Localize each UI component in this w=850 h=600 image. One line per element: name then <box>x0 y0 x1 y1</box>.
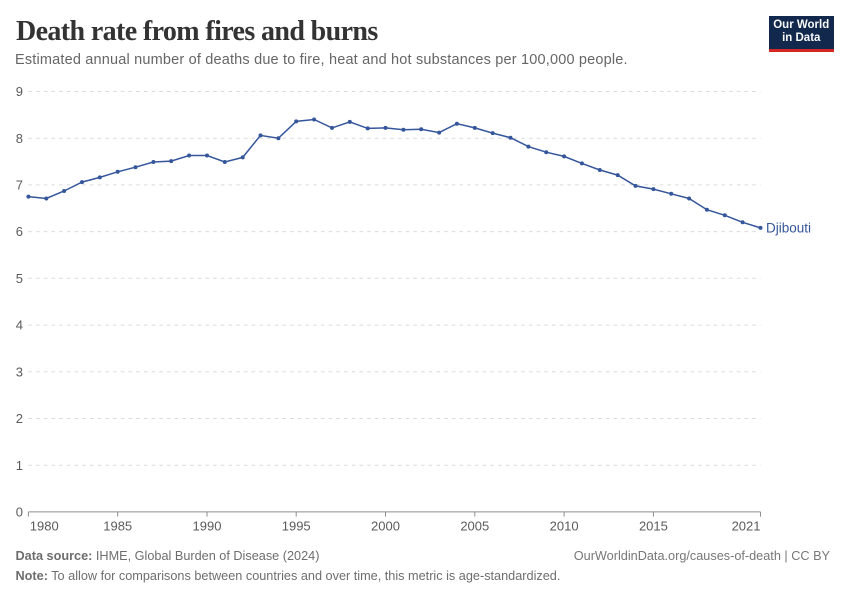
svg-text:1990: 1990 <box>193 518 222 533</box>
svg-text:9: 9 <box>16 84 23 99</box>
svg-text:Djibouti: Djibouti <box>766 220 811 235</box>
svg-text:3: 3 <box>16 364 23 379</box>
svg-text:0: 0 <box>16 505 23 520</box>
svg-text:1985: 1985 <box>103 518 132 533</box>
svg-text:1995: 1995 <box>282 518 311 533</box>
svg-text:4: 4 <box>16 318 23 333</box>
svg-text:2015: 2015 <box>639 518 668 533</box>
svg-text:2000: 2000 <box>371 518 400 533</box>
svg-text:1: 1 <box>16 458 23 473</box>
svg-text:2010: 2010 <box>550 518 579 533</box>
svg-text:2021: 2021 <box>732 518 761 533</box>
svg-text:1980: 1980 <box>30 518 59 533</box>
svg-text:6: 6 <box>16 224 23 239</box>
svg-text:2005: 2005 <box>460 518 489 533</box>
svg-text:7: 7 <box>16 178 23 193</box>
svg-text:2: 2 <box>16 411 23 426</box>
svg-text:8: 8 <box>16 131 23 146</box>
svg-text:5: 5 <box>16 271 23 286</box>
